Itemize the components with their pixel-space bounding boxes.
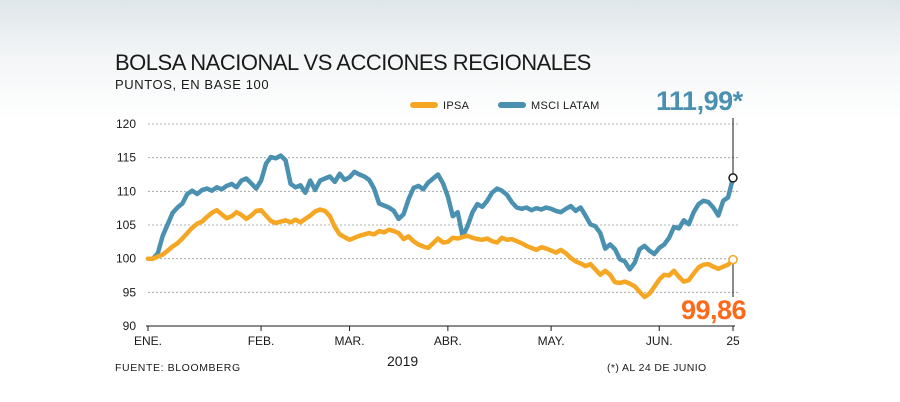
source-note: FUENTE: BLOOMBERG <box>115 362 241 374</box>
legend-label: MSCI LATAM <box>531 100 600 112</box>
y-tick-label: 115 <box>117 151 136 165</box>
x-tick-label: MAY. <box>538 334 565 348</box>
msci-end-marker <box>728 173 738 183</box>
series-lines <box>145 153 736 300</box>
end-markers <box>728 118 738 297</box>
legend: IPSA MSCI LATAM <box>410 100 600 112</box>
y-tick-label: 120 <box>116 117 136 131</box>
msci-last-value-callout: 111,99* <box>656 86 743 116</box>
chart-subtitle: PUNTOS, EN BASE 100 <box>115 77 270 92</box>
series-line-msci-latam <box>145 153 736 272</box>
footnote: (*) AL 24 DE JUNIO <box>607 362 707 374</box>
x-axis-year-label: 2019 <box>387 353 419 369</box>
chart-title: BOLSA NACIONAL VS ACCIONES REGIONALES <box>115 50 591 75</box>
grid-lines <box>148 123 739 293</box>
y-tick-label: 95 <box>123 285 137 299</box>
y-tick-label: 110 <box>117 184 136 198</box>
x-tick-label: FEB. <box>248 334 275 348</box>
x-axis: ENE. FEB. MAR. ABR. MAY. JUN. 25 <box>134 325 740 348</box>
y-axis-ticks: 90 95 100 105 110 115 120 <box>116 117 136 333</box>
y-tick-label: 100 <box>116 252 136 266</box>
series-line-ipsa <box>145 207 736 300</box>
legend-label: IPSA <box>443 100 470 112</box>
ipsa-end-marker <box>728 254 738 265</box>
x-tick-label: MAR. <box>335 334 365 348</box>
x-tick-label: ENE. <box>134 334 162 348</box>
x-tick-label: JUN. <box>646 334 673 348</box>
ipsa-last-value-callout: 99,86 <box>681 295 747 325</box>
x-tick-label: 25 <box>726 334 740 348</box>
y-tick-label: 90 <box>123 319 137 333</box>
x-tick-label: ABR. <box>434 334 462 348</box>
y-tick-label: 105 <box>116 218 136 232</box>
